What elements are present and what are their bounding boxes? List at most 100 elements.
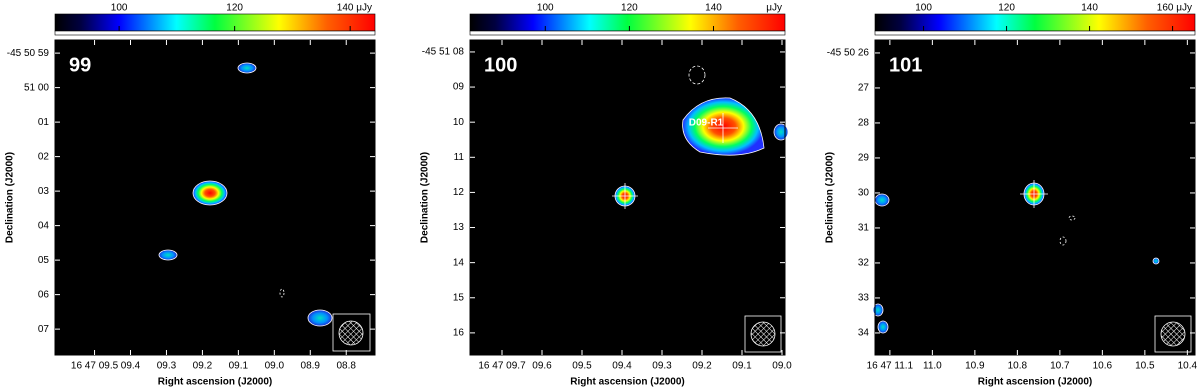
panel-label: 99 bbox=[69, 54, 91, 76]
colorbar-unit: μJy bbox=[766, 3, 782, 14]
source-label: D09-R1 bbox=[689, 118, 724, 129]
x-tick-label: 09.4 bbox=[121, 361, 141, 372]
y-tick-label: 51 00 bbox=[24, 82, 49, 93]
y-tick-label: 11 bbox=[454, 152, 465, 163]
x-tick-label: 16 47 09.7 bbox=[478, 361, 526, 372]
x-tick-label: 09.6 bbox=[532, 361, 552, 372]
source bbox=[237, 62, 257, 74]
y-tick-label: 14 bbox=[453, 257, 465, 268]
contour bbox=[688, 65, 706, 85]
beam-box bbox=[744, 315, 782, 353]
beam bbox=[750, 321, 776, 347]
x-tick-label: 16 47 09.5 bbox=[71, 361, 119, 372]
y-tick-label: 09 bbox=[453, 82, 465, 93]
panel-label: 101 bbox=[889, 54, 922, 76]
y-tick-label: 04 bbox=[38, 220, 50, 231]
x-tick-label: 10.9 bbox=[965, 361, 985, 372]
x-axis-label: Right ascension (J2000) bbox=[570, 377, 684, 388]
x-tick-label: 09.1 bbox=[732, 361, 752, 372]
source bbox=[874, 193, 890, 207]
x-tick-label: 10.7 bbox=[1050, 361, 1070, 372]
x-axis-label: Right ascension (J2000) bbox=[978, 377, 1092, 388]
contour bbox=[1068, 215, 1076, 221]
y-axis-label: Declination (J2000) bbox=[420, 152, 431, 243]
panel-label: 100 bbox=[484, 54, 517, 76]
source bbox=[307, 309, 333, 327]
frame bbox=[874, 39, 1196, 356]
x-tick-label: 09.5 bbox=[572, 361, 592, 372]
source bbox=[1152, 257, 1160, 265]
x-tick-label: 09.2 bbox=[193, 361, 213, 372]
frame bbox=[469, 39, 786, 356]
frame bbox=[54, 39, 376, 356]
x-tick-label: 09.2 bbox=[692, 361, 712, 372]
x-tick-label: 08.8 bbox=[337, 361, 357, 372]
colorbar-tick-label: 140 μJy bbox=[337, 3, 372, 14]
y-tick-label: 03 bbox=[38, 186, 50, 197]
source bbox=[773, 123, 789, 141]
source bbox=[158, 249, 178, 261]
colorbar-tick-label: 100 bbox=[111, 3, 128, 14]
x-tick-label: 09.0 bbox=[772, 361, 792, 372]
y-tick-label: 33 bbox=[858, 293, 870, 304]
colorbar-strip bbox=[874, 30, 1196, 36]
x-tick-label: 16 47 11.1 bbox=[867, 361, 914, 372]
x-tick-label: 09.0 bbox=[265, 361, 285, 372]
colorbar-tick-label: 120 bbox=[621, 3, 638, 14]
y-axis-label: Declination (J2000) bbox=[5, 152, 16, 243]
beam bbox=[338, 320, 364, 346]
y-tick-label: 06 bbox=[38, 289, 50, 300]
colorbar-tick-label: 100 bbox=[915, 3, 932, 14]
y-tick-label: 13 bbox=[453, 222, 465, 233]
y-tick-label: -45 50 59 bbox=[7, 48, 50, 59]
y-tick-label: 01 bbox=[38, 117, 50, 128]
y-tick-label: 15 bbox=[453, 292, 465, 303]
y-tick-label: 12 bbox=[453, 187, 465, 198]
colorbar-tick-label: 100 bbox=[537, 3, 554, 14]
colorbar bbox=[469, 13, 786, 32]
x-tick-label: 11.0 bbox=[923, 361, 942, 372]
colorbar-strip bbox=[469, 30, 786, 36]
y-tick-label: -45 50 26 bbox=[827, 48, 870, 59]
x-tick-label: 08.9 bbox=[301, 361, 321, 372]
colorbar-tick-label: 140 bbox=[705, 3, 722, 14]
x-tick-label: 10.5 bbox=[1135, 361, 1155, 372]
colorbar-tick-label: 120 bbox=[998, 3, 1015, 14]
source bbox=[877, 320, 889, 334]
source bbox=[192, 180, 228, 206]
y-tick-label: 10 bbox=[453, 117, 465, 128]
x-tick-label: 09.1 bbox=[229, 361, 249, 372]
y-tick-label: 30 bbox=[858, 188, 870, 199]
y-tick-label: 28 bbox=[858, 118, 870, 129]
cross bbox=[612, 113, 1048, 209]
y-axis-label: Declination (J2000) bbox=[825, 152, 836, 243]
x-axis-label: Right ascension (J2000) bbox=[158, 377, 272, 388]
x-tick-label: 10.6 bbox=[1093, 361, 1113, 372]
beam-box bbox=[332, 313, 371, 352]
x-tick-label: 10.8 bbox=[1008, 361, 1028, 372]
y-tick-label: -45 51 08 bbox=[422, 47, 465, 58]
y-tick-label: 32 bbox=[858, 258, 870, 269]
x-tick-label: 09.3 bbox=[652, 361, 672, 372]
colorbar bbox=[874, 13, 1196, 32]
x-tick-label: 10.4 bbox=[1178, 361, 1198, 372]
y-tick-label: 31 bbox=[858, 223, 870, 234]
contour bbox=[1059, 236, 1067, 246]
colorbar-tick-label: 120 bbox=[226, 3, 243, 14]
y-tick-label: 27 bbox=[858, 83, 870, 94]
colorbar-tick-label: 160 μJy bbox=[1157, 3, 1192, 14]
colorbar-strip bbox=[54, 30, 376, 36]
y-tick-label: 16 bbox=[453, 328, 465, 339]
beam bbox=[1160, 321, 1186, 347]
contour bbox=[279, 288, 285, 298]
y-tick-label: 07 bbox=[38, 324, 50, 335]
y-tick-label: 02 bbox=[38, 151, 50, 162]
x-tick-label: 09.3 bbox=[157, 361, 177, 372]
y-tick-label: 29 bbox=[858, 153, 870, 164]
colorbar bbox=[54, 13, 376, 32]
x-tick-label: 09.4 bbox=[612, 361, 632, 372]
y-tick-label: 05 bbox=[38, 255, 50, 266]
beam-box bbox=[1154, 315, 1192, 353]
colorbar-tick-label: 140 bbox=[1081, 3, 1098, 14]
